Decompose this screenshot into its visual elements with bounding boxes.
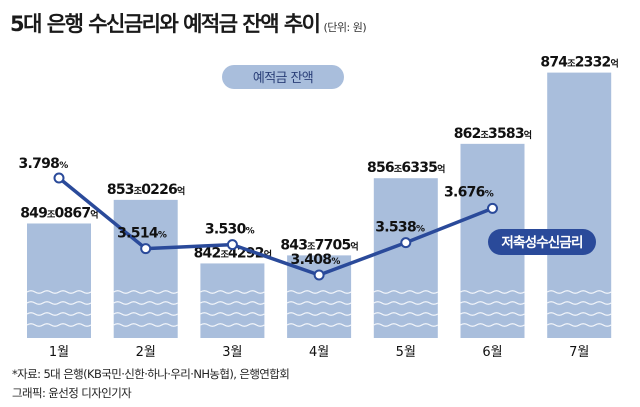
bar-wave-1-2 (26, 301, 92, 305)
unit-label: (단위: 원) (323, 21, 367, 34)
bar-wave-7-1 (546, 290, 612, 294)
month-label-2: 2월 (136, 345, 156, 360)
bar-label-2: 853조0226억 (107, 182, 185, 198)
bar-wave-2-1 (113, 290, 179, 294)
rate-label-4: 3.408% (291, 252, 341, 268)
bar-wave-3-3 (200, 312, 265, 316)
bar-label-7: 874조2332억 (540, 55, 618, 71)
bar-wave-2-2 (113, 301, 179, 305)
bar-3 (200, 263, 265, 338)
title-row: 5대 은행 수신금리와 예적금 잔액 추이 (단위: 원) (10, 8, 367, 38)
month-label-1: 1월 (49, 345, 69, 360)
bar-wave-4-4 (286, 323, 352, 327)
legend-line-label: 저축성수신금리 (501, 235, 582, 251)
bar-1 (27, 223, 91, 338)
bar-7 (547, 72, 612, 338)
rate-point-1 (53, 172, 65, 184)
page-title: 5대 은행 수신금리와 예적금 잔액 추이 (10, 12, 321, 36)
bar-wave-4-2 (286, 301, 352, 305)
bar-wave-5-4 (373, 323, 439, 327)
rate-label-3: 3.530% (205, 222, 255, 238)
month-label-3: 3월 (222, 345, 242, 360)
bar-wave-5-3 (373, 312, 439, 316)
graphic-credit: 그래픽: 윤선정 디자인기자 (12, 386, 132, 400)
rate-label-6: 3.676% (444, 184, 494, 200)
bar-5 (373, 178, 438, 338)
bar-wave-4-3 (286, 312, 352, 316)
rate-point-3 (226, 239, 238, 251)
month-label-5: 5월 (396, 345, 416, 360)
chart-plot: 849조0867억 853조0226억 842조4292억 843조7705억 856조… (18, 55, 619, 360)
bar-wave-2-3 (113, 312, 179, 316)
rate-point-6 (487, 202, 498, 214)
bar-wave-6-1 (460, 290, 525, 294)
bar-wave-5-1 (373, 290, 439, 294)
bar-2 (113, 199, 178, 338)
bar-wave-7-3 (546, 312, 612, 316)
month-label-7: 7월 (569, 345, 589, 360)
rate-point-2 (140, 243, 152, 255)
bar-wave-6-2 (460, 301, 525, 305)
bar-wave-7-2 (546, 301, 612, 305)
bar-label-5: 856조6335억 (367, 160, 445, 176)
month-label-6: 6월 (482, 345, 502, 360)
rate-point-5 (400, 237, 412, 249)
bar-label-6: 862조3583억 (454, 126, 532, 142)
bar-wave-1-4 (26, 323, 92, 327)
bar-wave-1-1 (26, 290, 92, 294)
bar-label-4: 843조7705억 (280, 237, 358, 253)
legend-bar-label: 예적금 잔액 (253, 71, 313, 86)
legend-line-badge (488, 229, 596, 255)
bar-wave-3-2 (200, 301, 265, 305)
rate-label-1: 3.798% (18, 156, 68, 172)
rate-label-5: 3.538% (375, 220, 425, 236)
bar-wave-6-4 (460, 323, 525, 327)
bar-wave-7-4 (546, 323, 612, 327)
legend-bar-badge (222, 65, 344, 89)
rate-point-4 (313, 269, 325, 281)
month-label-4: 4월 (309, 345, 329, 360)
bar-wave-4-1 (286, 290, 352, 294)
bar-wave-1-3 (26, 312, 92, 316)
bar-label-1: 849조0867억 (20, 205, 98, 221)
source-note: *자료: 5대 은행(KB국민·신한·하나·우리·NH농협), 은행연합회 (12, 367, 290, 381)
rate-line (57, 176, 495, 277)
bar-label-3: 842조4292억 (194, 245, 272, 261)
bar-wave-3-1 (200, 290, 265, 294)
rate-label-2: 3.514% (117, 226, 167, 242)
bar-wave-2-4 (113, 323, 179, 327)
bar-wave-3-4 (200, 323, 265, 327)
bar-wave-5-2 (373, 301, 439, 305)
bar-wave-6-3 (460, 312, 525, 316)
